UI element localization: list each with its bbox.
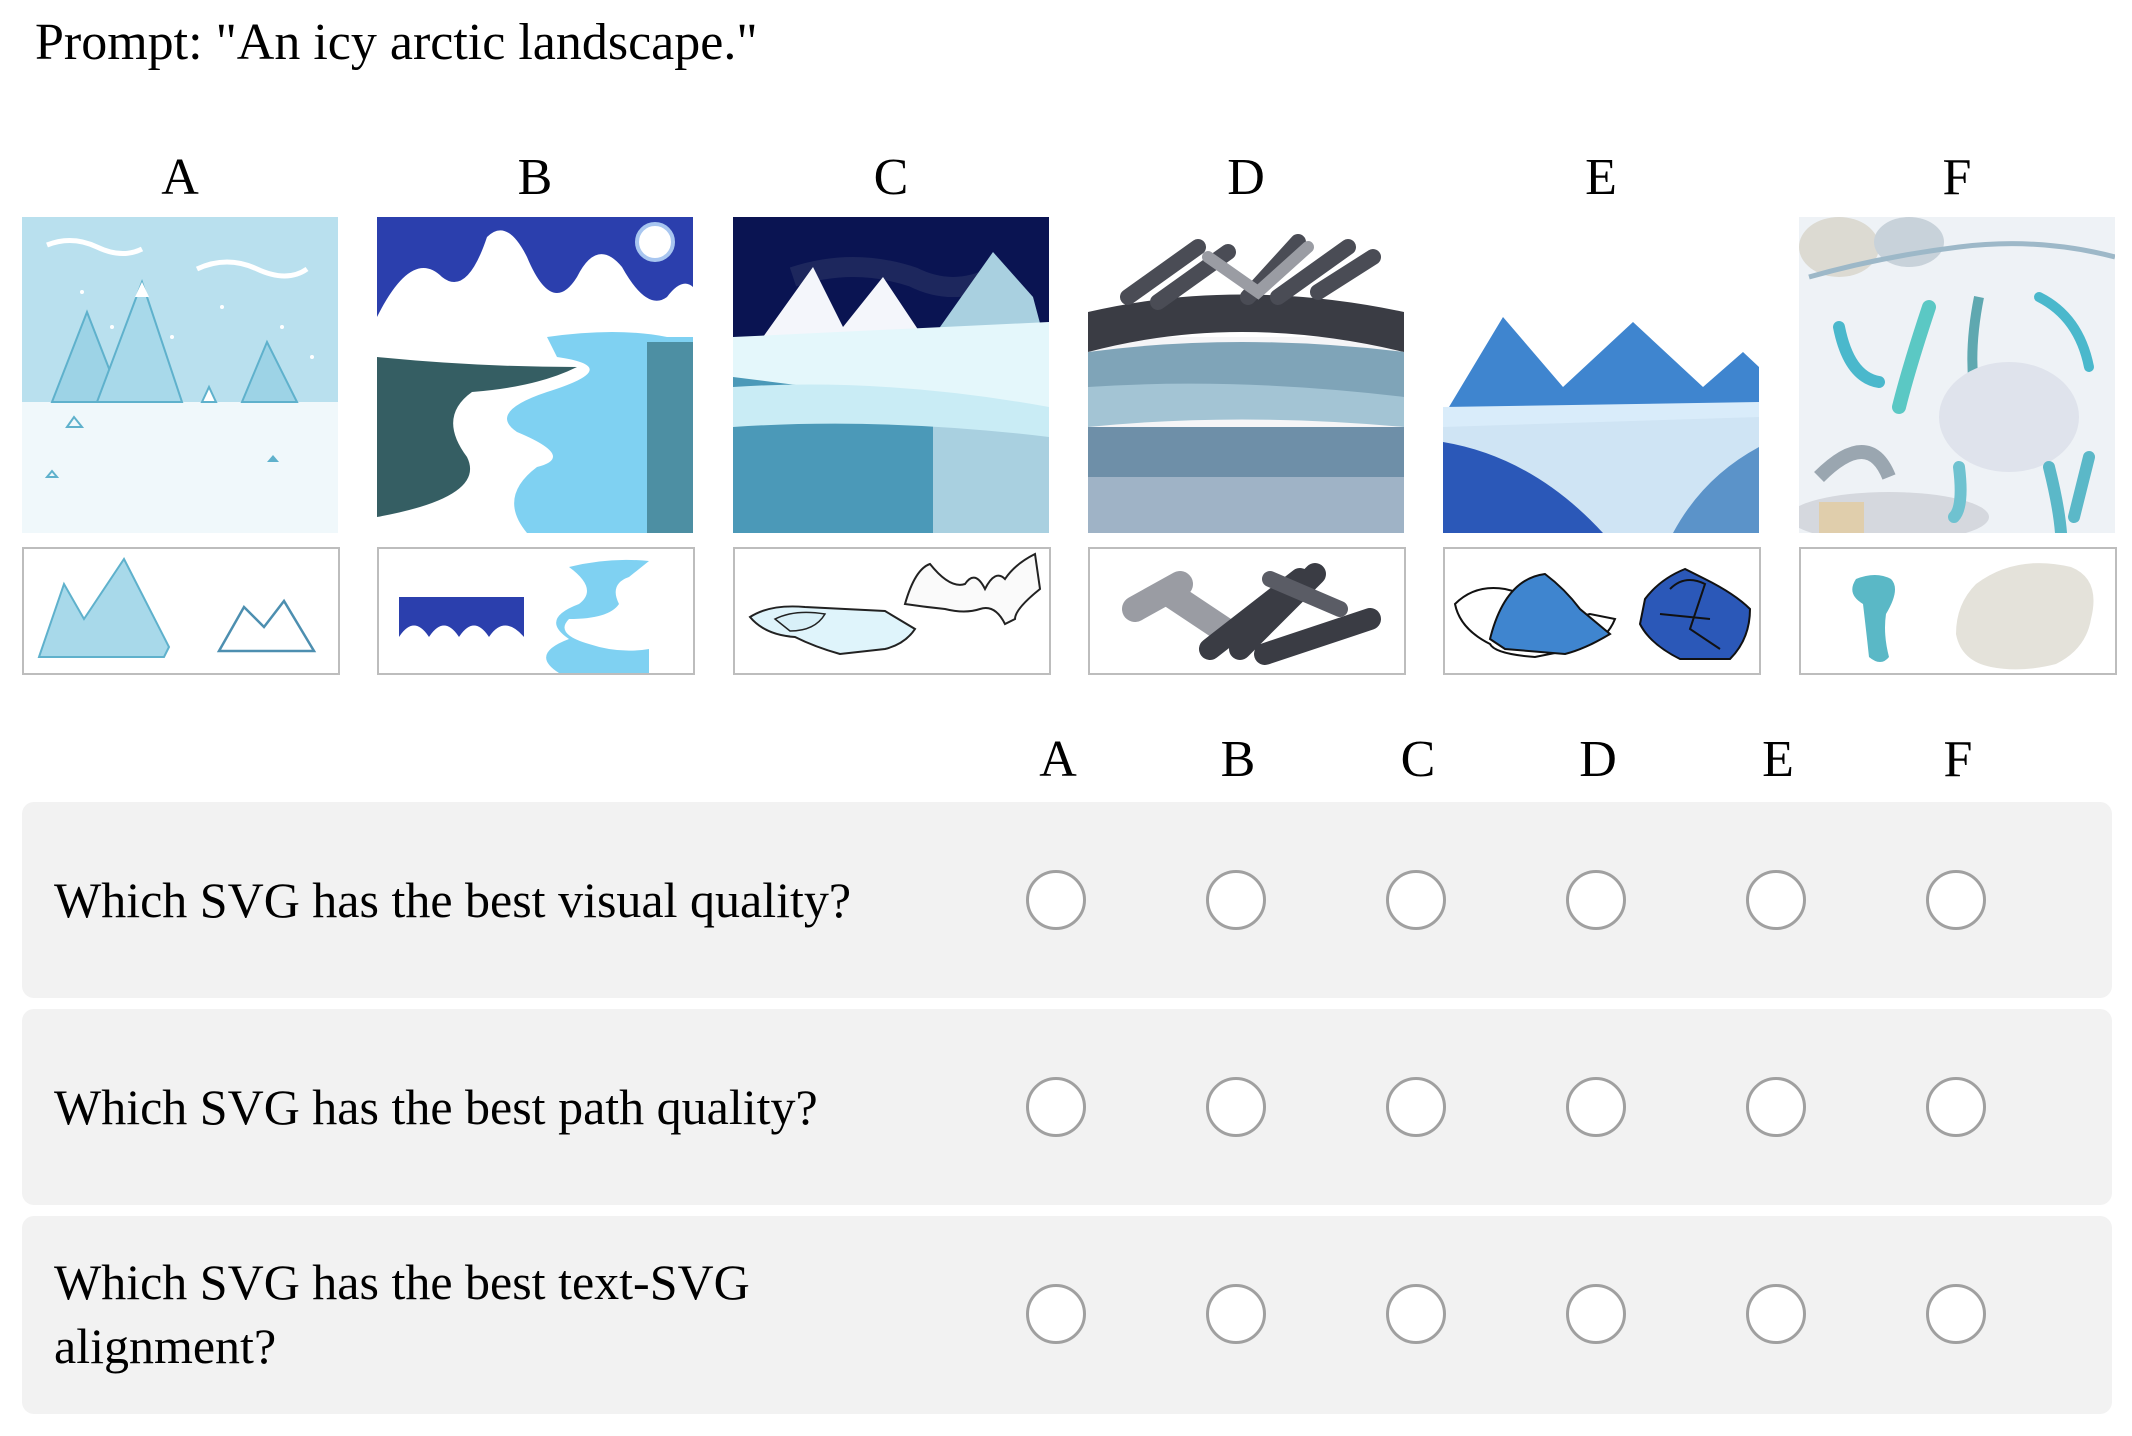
option-header-a: A	[1039, 731, 1077, 788]
question-text: Which SVG has the best text-SVG alignmen…	[54, 1254, 750, 1374]
radio-q1-option-f[interactable]	[1926, 870, 1986, 930]
radio-q2-option-f[interactable]	[1926, 1077, 1986, 1137]
radio-q2-option-c[interactable]	[1386, 1077, 1446, 1137]
candidate-label-a: A	[161, 149, 199, 206]
candidate-label-b: B	[517, 149, 553, 206]
svg-thumbnail-c	[733, 217, 1049, 533]
svg-path-detail-f	[1799, 547, 2117, 675]
radio-q2-option-a[interactable]	[1026, 1077, 1086, 1137]
svg-thumbnail-e	[1443, 217, 1759, 533]
option-header-d: D	[1579, 731, 1617, 788]
radio-q3-option-e[interactable]	[1746, 1284, 1806, 1344]
radio-q1-option-b[interactable]	[1206, 870, 1266, 930]
radio-q1-option-c[interactable]	[1386, 870, 1446, 930]
option-header-e: E	[1762, 731, 1794, 788]
option-header-b: B	[1220, 731, 1256, 788]
radio-q3-option-f[interactable]	[1926, 1284, 1986, 1344]
svg-path-detail-a	[22, 547, 340, 675]
svg-thumbnail-a	[22, 217, 338, 533]
candidate-label-e: E	[1585, 149, 1617, 206]
svg-thumbnail-f	[1799, 217, 2115, 533]
radio-q3-option-c[interactable]	[1386, 1284, 1446, 1344]
svg-thumbnail-d	[1088, 217, 1404, 533]
svg-path-detail-b	[377, 547, 695, 675]
radio-q1-option-e[interactable]	[1746, 870, 1806, 930]
candidate-label-c: C	[873, 149, 909, 206]
radio-q3-option-a[interactable]	[1026, 1284, 1086, 1344]
candidate-label-f: F	[1942, 149, 1972, 206]
option-header-f: F	[1943, 731, 1973, 788]
radio-q1-option-d[interactable]	[1566, 870, 1626, 930]
candidate-label-d: D	[1227, 149, 1265, 206]
radio-q3-option-d[interactable]	[1566, 1284, 1626, 1344]
radio-q2-option-d[interactable]	[1566, 1077, 1626, 1137]
question-text: Which SVG has the best visual quality?	[54, 872, 852, 928]
svg-path-detail-c	[733, 547, 1051, 675]
svg-path-detail-e	[1443, 547, 1761, 675]
svg-thumbnail-b	[377, 217, 693, 533]
question-row-text-svg-alignment: Which SVG has the best text-SVG alignmen…	[22, 1216, 2112, 1414]
prompt-text: Prompt: "An icy arctic landscape."	[35, 14, 758, 71]
question-row-path-quality: Which SVG has the best path quality?	[22, 1009, 2112, 1205]
radio-q3-option-b[interactable]	[1206, 1284, 1266, 1344]
question-text: Which SVG has the best path quality?	[54, 1079, 818, 1135]
radio-q2-option-b[interactable]	[1206, 1077, 1266, 1137]
radio-q2-option-e[interactable]	[1746, 1077, 1806, 1137]
question-row-visual-quality: Which SVG has the best visual quality?	[22, 802, 2112, 998]
option-header-c: C	[1400, 731, 1436, 788]
radio-q1-option-a[interactable]	[1026, 870, 1086, 930]
svg-path-detail-d	[1088, 547, 1406, 675]
